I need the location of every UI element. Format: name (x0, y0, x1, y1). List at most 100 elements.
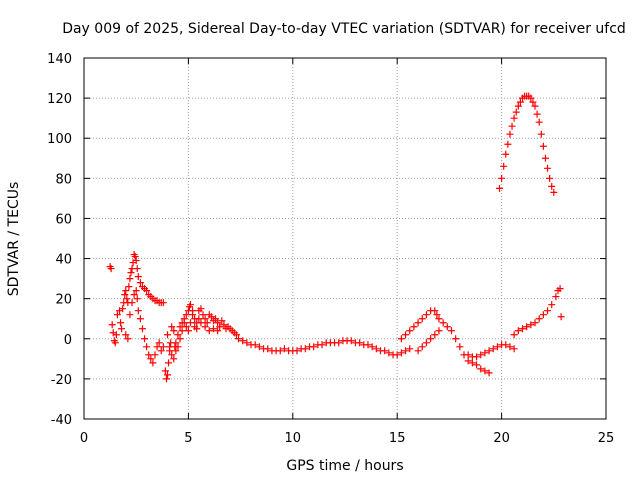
data-point (218, 317, 226, 325)
x-tick-label: 25 (598, 431, 615, 446)
data-point (122, 287, 130, 295)
data-point (214, 327, 222, 335)
data-point (431, 307, 439, 315)
x-tick-label: 5 (184, 431, 192, 446)
data-point (523, 323, 531, 331)
data-point (170, 327, 178, 335)
y-tick-label: 120 (47, 92, 72, 107)
data-point (178, 327, 186, 335)
data-point (201, 315, 209, 323)
data-point (435, 315, 443, 323)
data-point (280, 345, 288, 353)
data-point (539, 142, 547, 150)
data-point (548, 301, 556, 309)
data-point (170, 355, 178, 363)
data-point (489, 345, 497, 353)
data-point (174, 331, 182, 339)
data-point (127, 269, 135, 277)
data-point (113, 311, 121, 319)
data-point (143, 343, 151, 351)
y-tick-label: 60 (55, 212, 72, 227)
data-point (550, 188, 558, 196)
data-point (406, 345, 414, 353)
data-point (485, 347, 493, 355)
data-point (541, 154, 549, 162)
data-point (318, 341, 326, 349)
data-point (119, 305, 127, 313)
data-point (212, 315, 220, 323)
data-point (232, 331, 240, 339)
data-point (473, 361, 481, 369)
data-point (214, 319, 222, 327)
data-point (464, 351, 472, 359)
data-point (356, 339, 364, 347)
data-point (155, 339, 163, 347)
data-point (402, 347, 410, 355)
data-point (131, 253, 139, 261)
x-tick-label: 20 (493, 431, 510, 446)
y-tick-label: 0 (64, 333, 72, 348)
chart-title: Day 009 of 2025, Sidereal Day-to-day VTE… (62, 21, 626, 37)
data-point (159, 299, 167, 307)
data-point (531, 102, 539, 110)
data-point (364, 341, 372, 349)
plot-frame (83, 57, 607, 420)
data-point (186, 319, 194, 327)
data-point (504, 140, 512, 148)
data-point (473, 353, 481, 361)
data-point (168, 323, 176, 331)
data-point (157, 347, 165, 355)
data-point (452, 335, 460, 343)
data-point (527, 94, 535, 102)
data-point (123, 295, 131, 303)
data-point (552, 293, 560, 301)
data-point (301, 345, 309, 353)
data-point (145, 351, 153, 359)
data-point (516, 98, 524, 106)
data-point (112, 331, 120, 339)
data-point (506, 130, 514, 138)
data-point (143, 287, 151, 295)
data-point (514, 327, 522, 335)
data-point (132, 287, 140, 295)
data-point (502, 150, 510, 158)
data-point (126, 275, 134, 283)
data-point (535, 315, 543, 323)
data-point (535, 118, 543, 126)
data-point (124, 335, 132, 343)
data-point (537, 130, 545, 138)
data-point (518, 325, 526, 333)
data-point (138, 325, 146, 333)
y-tick-label: -20 (51, 373, 72, 388)
data-point (402, 331, 410, 339)
data-point (397, 349, 405, 357)
tick-layer (83, 57, 607, 420)
data-point (216, 323, 224, 331)
data-point (118, 325, 126, 333)
data-point (502, 341, 510, 349)
data-point (435, 327, 443, 335)
data-point (186, 301, 194, 309)
data-point (414, 319, 422, 327)
data-point (500, 162, 508, 170)
data-point (422, 311, 430, 319)
data-point (508, 122, 516, 130)
data-point (512, 108, 520, 116)
data-point (529, 98, 537, 106)
y-tick-label: 20 (55, 293, 72, 308)
data-point (493, 343, 501, 351)
data-point (477, 351, 485, 359)
data-point (347, 337, 355, 345)
data-point (510, 114, 518, 122)
data-point (132, 257, 140, 265)
x-tick-label: 0 (80, 431, 88, 446)
data-markers (106, 92, 565, 383)
data-point (172, 347, 180, 355)
data-point (203, 319, 211, 327)
data-point (510, 345, 518, 353)
data-point (447, 327, 455, 335)
data-point (133, 295, 141, 303)
data-point (235, 335, 243, 343)
data-point (414, 347, 422, 355)
